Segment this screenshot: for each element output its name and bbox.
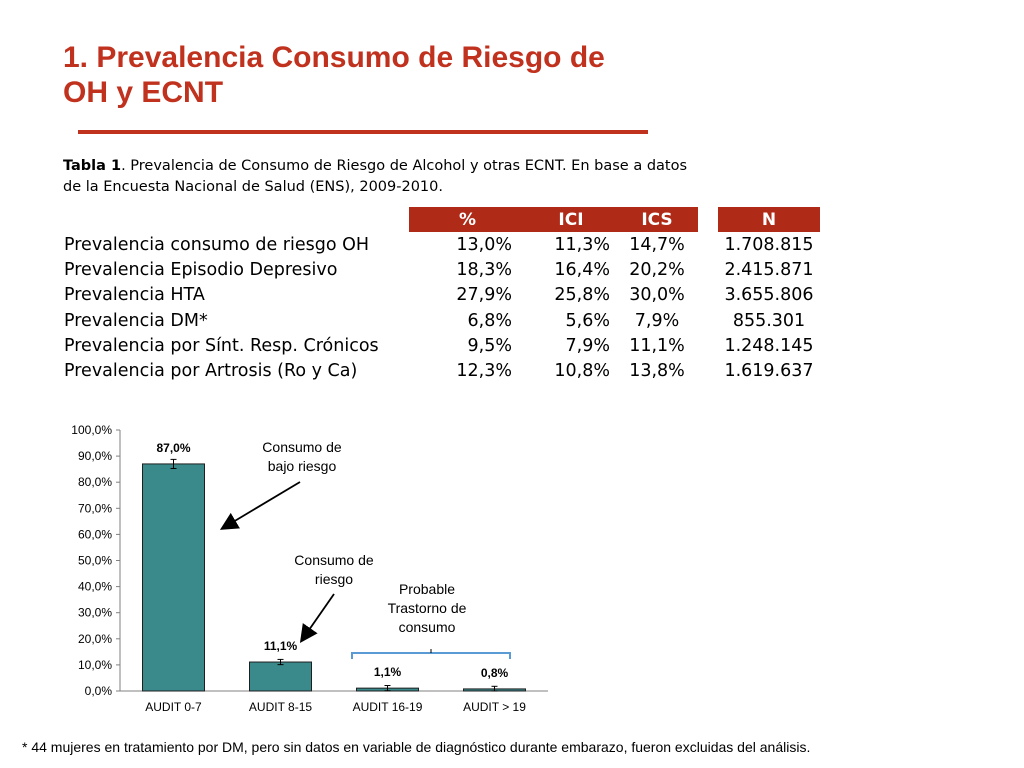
table-row: Prevalencia HTA 27,9% 25,8% 30,0% 3.655.… (60, 282, 820, 308)
audit-bar-chart: 0,0% 10,0% 20,0% 30,0% 40,0% 50,0% 60,0% 70,0% 8… (71, 423, 548, 714)
title-underline (78, 130, 648, 134)
cell-ics: 20,2% (629, 259, 685, 280)
cell-pct: 12,3% (456, 361, 512, 382)
title-line-2: OH y ECNT (63, 76, 224, 109)
caption-text: . Prevalencia de Consumo de Riesgo de Al… (63, 158, 688, 195)
cell-n: 855.301 (732, 310, 806, 331)
header-n: N (718, 207, 820, 232)
y-tick-label: 70,0% (78, 501, 112, 515)
bar (249, 661, 312, 692)
annotation-text: consumo (399, 619, 456, 635)
annotation-text: riesgo (315, 571, 353, 587)
cell-n: 1.708.815 (724, 234, 814, 255)
data-label: 1,1% (374, 665, 402, 679)
annotation-bracket (351, 652, 511, 659)
y-tick-label: 10,0% (78, 658, 112, 672)
cell-n: 1.619.637 (724, 361, 814, 382)
y-tick-label: 80,0% (78, 475, 112, 489)
header-gap (698, 207, 718, 232)
row-label: Prevalencia por Artrosis (Ro y Ca) (64, 361, 358, 382)
table-row: Prevalencia DM* 6,8% 5,6% 7,9% 855.301 (60, 307, 820, 334)
cell-ici: 25,8% (554, 285, 610, 306)
table-header-row: % ICI ICS N (60, 207, 820, 232)
cell-n: 2.415.871 (724, 259, 814, 280)
y-tick-label: 100,0% (71, 423, 112, 437)
annotation-text: Consumo de (294, 552, 374, 568)
cell-ics: 30,0% (629, 285, 685, 306)
x-tick-label: AUDIT 16-19 (353, 700, 423, 714)
y-tick-label: 60,0% (78, 527, 112, 541)
row-label: Prevalencia HTA (64, 285, 205, 306)
table-row: Prevalencia Episodio Depresivo 18,3% 16,… (60, 257, 820, 283)
annotation-arrow (299, 593, 335, 643)
cell-ics: 14,7% (629, 234, 685, 255)
table-row: Prevalencia consumo de riesgo OH 13,0% 1… (60, 232, 820, 258)
annotation-text: Consumo de (262, 439, 342, 455)
row-label: Prevalencia consumo de riesgo OH (64, 234, 370, 255)
cell-pct: 27,9% (456, 285, 512, 306)
y-tick-label: 0,0% (85, 684, 113, 698)
x-tick-label: AUDIT 8-15 (249, 700, 312, 714)
cell-ics: 11,1% (629, 335, 685, 356)
cell-pct: 13,0% (456, 234, 512, 255)
y-tick-label: 20,0% (78, 632, 112, 646)
annotation-text: bajo riesgo (268, 458, 337, 474)
y-tick-label: 40,0% (78, 580, 112, 594)
table-row: Prevalencia por Artrosis (Ro y Ca) 12,3%… (60, 358, 820, 384)
title-line-1: 1. Prevalencia Consumo de Riesgo de (63, 41, 605, 74)
annotation-text: Trastorno de (388, 600, 467, 616)
cell-ici: 7,9% (565, 335, 610, 356)
y-tick-label: 90,0% (78, 449, 112, 463)
bar (142, 463, 205, 692)
table-caption: Tabla 1. Prevalencia de Consumo de Riesg… (63, 156, 703, 198)
table-row: Prevalencia por Sínt. Resp. Crónicos 9,5… (60, 333, 820, 359)
row-label: Prevalencia por Sínt. Resp. Crónicos (64, 335, 379, 356)
cell-pct: 6,8% (467, 310, 512, 331)
x-tick-label: AUDIT > 19 (463, 700, 526, 714)
row-label: Prevalencia DM* (64, 310, 208, 331)
cell-ics: 13,8% (629, 361, 685, 382)
data-label: 11,1% (264, 639, 298, 653)
annotation-text: Probable (399, 581, 455, 597)
header-ics: ICS (616, 207, 698, 232)
annotation-arrow (219, 481, 301, 530)
cell-pct: 9,5% (467, 335, 512, 356)
header-pct: % (409, 207, 526, 232)
row-label: Prevalencia Episodio Depresivo (64, 259, 338, 280)
cell-n: 3.655.806 (724, 285, 814, 306)
prevalence-table: % ICI ICS N Prevalencia consumo de riesg… (60, 207, 820, 384)
y-tick-label: 30,0% (78, 606, 112, 620)
header-label-blank (60, 207, 409, 232)
cell-ici: 5,6% (565, 310, 610, 331)
cell-ici: 10,8% (554, 361, 610, 382)
cell-ici: 16,4% (554, 259, 610, 280)
slide-title: 1. Prevalencia Consumo de Riesgo de OH y… (63, 40, 703, 110)
data-label: 87,0% (156, 441, 190, 455)
data-label: 0,8% (481, 666, 509, 680)
footnote: * 44 mujeres en tratamiento por DM, pero… (22, 739, 811, 755)
cell-pct: 18,3% (456, 259, 512, 280)
caption-label: Tabla 1 (63, 158, 122, 174)
cell-n: 1.248.145 (724, 335, 814, 356)
cell-ics: 7,9% (634, 310, 680, 331)
header-ici: ICI (526, 207, 616, 232)
x-tick-label: AUDIT 0-7 (145, 700, 202, 714)
cell-ici: 11,3% (554, 234, 610, 255)
y-tick-label: 50,0% (78, 554, 112, 568)
